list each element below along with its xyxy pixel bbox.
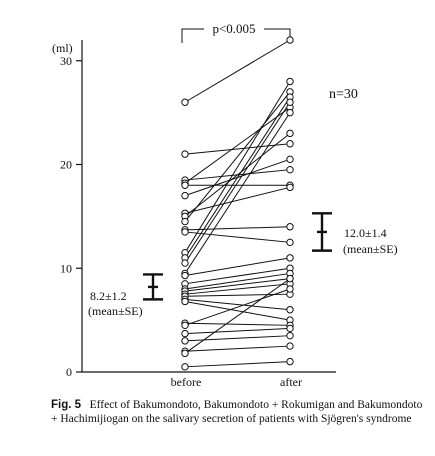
axes — [81, 40, 336, 373]
significance-bracket: p<0.005 — [181, 21, 291, 43]
pair-line-23 — [184, 300, 291, 321]
point-after-6 — [286, 155, 294, 164]
figure-caption-text: Effect of Bakumondoto, Bakumondoto + Rok… — [51, 399, 423, 425]
after-stat-sub: (mean±SE) — [343, 242, 398, 256]
point-before-23 — [181, 297, 189, 306]
paired-chart: 0 10 20 30 (ml) before after n=30 p<0.005 8… — [52, 21, 398, 389]
y-tick-label-0: 0 — [66, 365, 72, 379]
mean-se-bars — [143, 212, 332, 301]
y-ticks: 0 10 20 30 — [60, 54, 82, 379]
point-before-30 — [181, 363, 189, 371]
x-label-after: after — [280, 375, 302, 389]
point-before-29 — [181, 349, 189, 358]
data-points — [181, 36, 294, 371]
point-after-29 — [286, 274, 294, 283]
pair-line-22 — [184, 298, 291, 311]
pair-line-25 — [184, 288, 291, 326]
y-axis-label: (ml) — [52, 41, 73, 55]
pair-line-10 — [184, 226, 291, 231]
point-after-16 — [286, 254, 294, 262]
point-after-25 — [286, 285, 294, 293]
pair-line-12 — [184, 81, 291, 253]
pair-line-15 — [184, 112, 291, 274]
point-after-22 — [286, 306, 294, 314]
point-after-10 — [286, 223, 294, 231]
n-label: n=30 — [329, 87, 358, 102]
pair-line-20 — [184, 283, 291, 295]
pair-line-30 — [184, 361, 291, 368]
y-tick-label-30: 30 — [60, 54, 72, 68]
point-before-1 — [181, 98, 189, 106]
point-before-14 — [181, 259, 189, 267]
figure-caption: Fig. 5 Effect of Bakumondoto, Bakumondot… — [51, 398, 431, 426]
pair-line-4 — [184, 107, 291, 184]
point-before-27 — [181, 337, 189, 345]
point-after-14 — [286, 98, 294, 106]
significance-label: p<0.005 — [212, 21, 255, 36]
point-after-1 — [286, 36, 294, 44]
y-tick-label-10: 10 — [60, 261, 72, 275]
point-before-25 — [181, 321, 189, 330]
point-before-6 — [181, 191, 189, 200]
pair-line-16 — [184, 257, 291, 277]
point-after-27 — [286, 331, 294, 340]
x-label-before: before — [171, 375, 202, 389]
pair-line-2 — [184, 143, 291, 155]
pair-line-17 — [184, 267, 291, 285]
pair-line-29 — [184, 278, 291, 354]
pair-line-13 — [184, 96, 291, 259]
point-before-11 — [181, 228, 189, 236]
before-stat-value: 8.2±1.2 — [90, 289, 127, 303]
point-after-28 — [286, 342, 294, 350]
point-before-5 — [181, 181, 189, 189]
point-after-12 — [286, 77, 294, 86]
point-after-7 — [286, 183, 294, 192]
pair-line-26 — [184, 327, 291, 335]
before-stat-sub: (mean±SE) — [88, 304, 143, 318]
pair-line-27 — [184, 335, 291, 342]
y-tick-label-20: 20 — [60, 158, 72, 172]
pair-line-18 — [184, 272, 291, 290]
point-before-9 — [181, 217, 189, 226]
pair-line-14 — [184, 101, 291, 264]
paired-lines — [184, 39, 291, 368]
pair-line-9 — [184, 91, 291, 222]
point-before-2 — [181, 150, 189, 158]
point-before-26 — [181, 329, 189, 338]
point-after-2 — [286, 140, 294, 148]
after-stat-value: 12.0±1.4 — [344, 226, 387, 240]
point-after-30 — [286, 357, 294, 366]
pair-line-7 — [184, 186, 291, 214]
point-after-15 — [286, 108, 294, 117]
pair-line-19 — [184, 278, 291, 292]
pair-line-8 — [184, 132, 291, 217]
pair-line-28 — [184, 345, 291, 352]
point-after-3 — [286, 165, 294, 174]
point-before-16 — [181, 271, 189, 280]
pair-line-24 — [184, 322, 291, 326]
point-after-11 — [286, 238, 294, 247]
pair-line-11 — [184, 231, 291, 243]
point-after-8 — [286, 129, 294, 138]
point-after-26 — [286, 324, 294, 333]
pair-line-1 — [184, 39, 291, 103]
figure-label: Fig. 5 — [51, 399, 82, 411]
